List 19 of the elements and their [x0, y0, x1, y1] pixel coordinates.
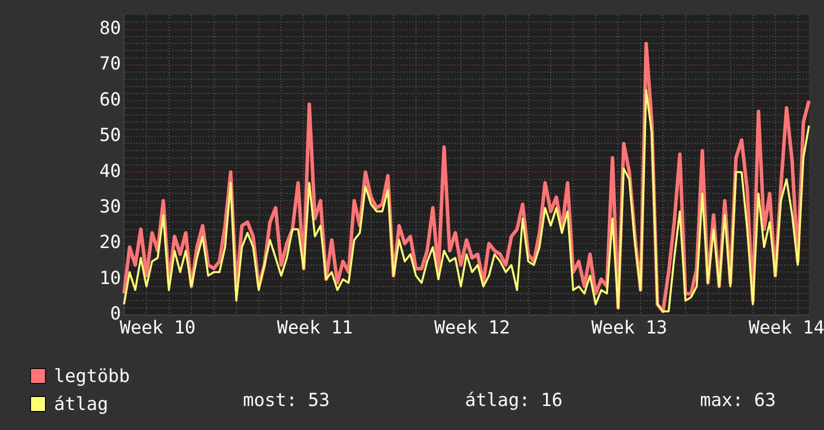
legend-label: átlag [54, 394, 108, 414]
x-tick-label: Week 10 [120, 317, 196, 338]
y-tick-label: 0 [110, 304, 121, 325]
text: átlag: 16 [465, 390, 563, 411]
y-tick-label: 30 [99, 196, 121, 218]
y-tick-label: 50 [99, 125, 121, 146]
text: most: 53 [243, 390, 330, 411]
y-tick-label: 20 [99, 232, 121, 254]
y-tick-label: 60 [99, 89, 121, 110]
text: max: 63 [700, 390, 776, 411]
x-tick-label: Week 12 [434, 317, 510, 338]
x-tick-label: Week 13 [591, 317, 668, 338]
legend-label: legtöbb [54, 366, 130, 386]
y-tick-label: 80 [99, 18, 121, 39]
x-tick-label: Week 11 [276, 317, 353, 338]
y-tick-label: 10 [99, 268, 121, 289]
y-tick-label: 70 [99, 54, 121, 75]
y-tick-label: 40 [99, 160, 121, 182]
x-tick-label: Week 14 [748, 317, 824, 338]
